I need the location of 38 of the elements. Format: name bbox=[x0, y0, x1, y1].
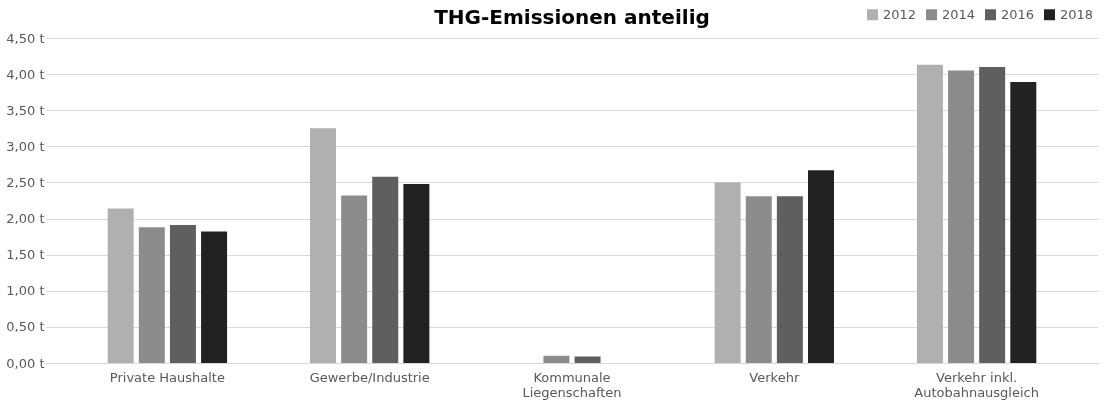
y-tick-label: 4,50 t bbox=[6, 30, 45, 46]
x-tick-label: Gewerbe/Industrie bbox=[309, 369, 430, 385]
bar bbox=[201, 231, 228, 363]
bar bbox=[714, 182, 741, 363]
bar bbox=[403, 183, 430, 363]
bar bbox=[341, 195, 368, 363]
legend-label: 2014 bbox=[942, 6, 976, 22]
y-tick-label: 4,00 t bbox=[6, 66, 45, 82]
legend-label: 2012 bbox=[883, 6, 917, 22]
y-tick-label: 0,50 t bbox=[6, 319, 45, 335]
bar bbox=[916, 64, 943, 363]
y-tick-label: 2,50 t bbox=[6, 174, 45, 190]
x-tick-label: Verkehr inkl. Autobahnausgleich bbox=[914, 369, 1039, 400]
chart-title: THG-Emissionen anteilig bbox=[434, 5, 710, 29]
bar bbox=[138, 227, 165, 363]
y-tick-label: 3,50 t bbox=[6, 102, 45, 118]
y-tick-label: 2,00 t bbox=[6, 211, 45, 227]
bar bbox=[169, 225, 196, 363]
bar bbox=[745, 196, 772, 363]
bar bbox=[310, 128, 337, 363]
bar bbox=[574, 356, 601, 363]
x-tick-label: Kommunale Liegenschaften bbox=[522, 369, 622, 400]
y-tick-label: 0,00 t bbox=[6, 355, 45, 371]
bar bbox=[979, 66, 1006, 363]
x-tick-label: Private Haushalte bbox=[109, 369, 225, 385]
bar bbox=[948, 70, 975, 363]
y-tick-label: 1,50 t bbox=[6, 247, 45, 263]
y-tick-label: 1,00 t bbox=[6, 283, 45, 299]
bar bbox=[807, 170, 834, 363]
legend-label: 2016 bbox=[1001, 6, 1035, 22]
legend-label: 2018 bbox=[1060, 6, 1094, 22]
bar bbox=[776, 196, 803, 363]
y-tick-label: 3,00 t bbox=[6, 138, 45, 154]
x-tick-label: Verkehr bbox=[749, 369, 800, 385]
bar bbox=[543, 355, 570, 363]
bar bbox=[107, 208, 134, 363]
bar bbox=[1010, 82, 1037, 363]
bar bbox=[372, 176, 399, 363]
